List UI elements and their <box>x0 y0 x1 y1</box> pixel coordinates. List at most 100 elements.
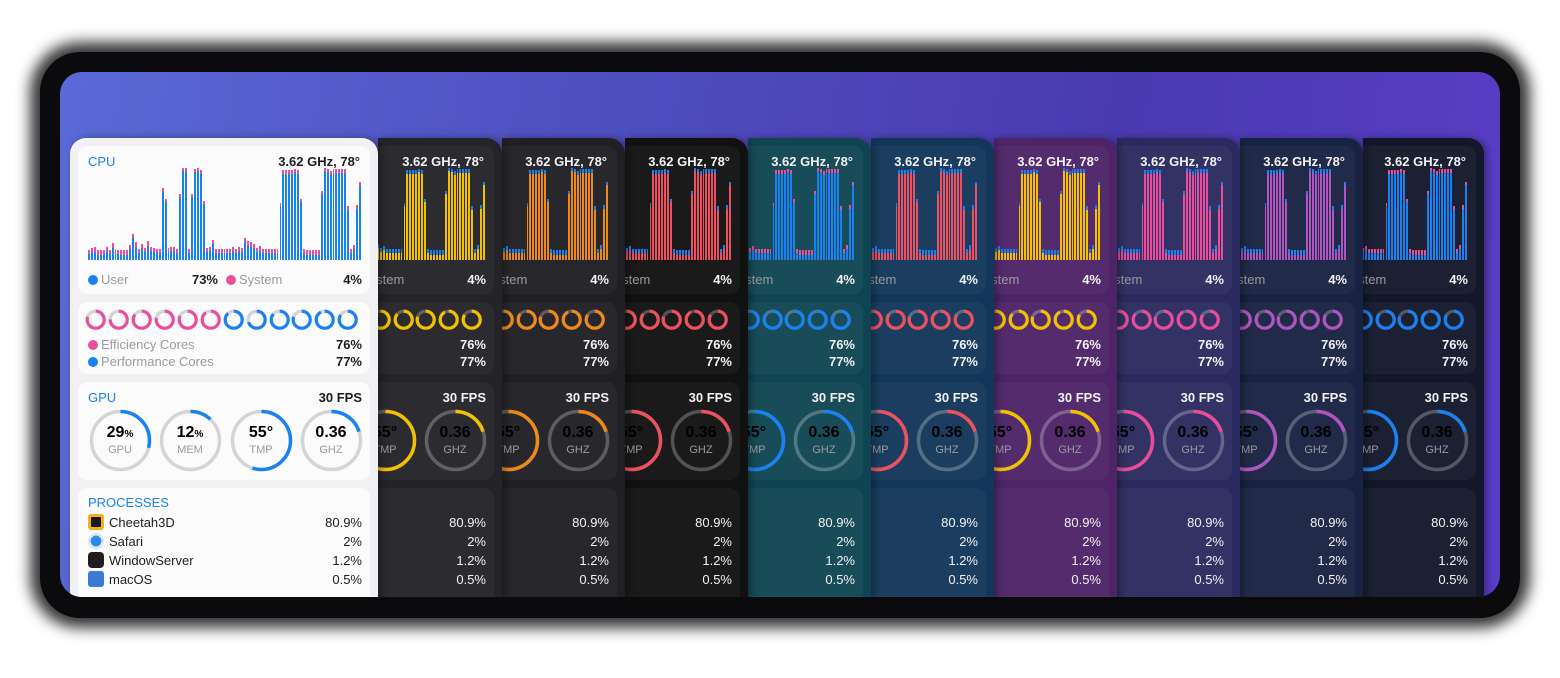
performance-core-ring-icon <box>762 309 783 331</box>
cpu-bar-user <box>673 252 675 260</box>
cpu-bar-system <box>813 191 816 195</box>
process-row[interactable]: 0.5% <box>1240 570 1355 589</box>
cpu-bar-system <box>188 248 191 253</box>
process-row[interactable]: 2% <box>502 532 617 551</box>
cpu-bar-system <box>288 170 291 174</box>
process-row[interactable]: 1.2% <box>378 551 494 570</box>
cpu-bar-user <box>901 173 904 260</box>
cpu-card: 3.62 GHz, 78° System 4% <box>1363 146 1476 294</box>
cpu-bar-system <box>553 250 555 255</box>
cpu-bar-user <box>138 252 141 260</box>
cpu-bar-user <box>910 171 913 260</box>
process-row[interactable]: Cheetah3D 80.9% <box>78 513 370 532</box>
process-row[interactable]: macOS 0.5% <box>78 570 370 589</box>
performance-core-ring-icon <box>625 309 637 331</box>
cpu-bar-user <box>834 172 837 260</box>
process-row[interactable]: 1.2% <box>502 551 617 570</box>
process-row[interactable]: 80.9% <box>871 513 986 532</box>
performance-core-ring-icon <box>661 309 683 331</box>
gauge-value: 55° <box>378 424 417 442</box>
cpu-bar-user <box>529 173 532 260</box>
process-row[interactable]: 1.2% <box>994 551 1109 570</box>
process-row[interactable]: 1.2% <box>1117 551 1232 570</box>
process-row[interactable]: 2% <box>994 532 1109 551</box>
gpu-fps: 30 FPS <box>1057 390 1101 405</box>
gauge-value: 0.36 <box>1038 424 1102 442</box>
process-row[interactable]: 80.9% <box>748 513 863 532</box>
process-row[interactable]: 80.9% <box>1363 513 1476 532</box>
cpu-bar-user <box>843 252 846 260</box>
process-row[interactable]: 0.5% <box>1117 570 1232 589</box>
cpu-bar-user <box>105 251 108 260</box>
performance-value: 77% <box>1441 354 1468 369</box>
cpu-bar-system <box>702 169 705 173</box>
process-row[interactable]: 0.5% <box>378 570 494 589</box>
process-row[interactable]: 0.5% <box>871 570 986 589</box>
cpu-bar-system <box>1363 247 1364 252</box>
cpu-bar-system <box>895 202 898 206</box>
process-row[interactable]: 0.5% <box>502 570 617 589</box>
process-row[interactable]: 0.5% <box>625 570 740 589</box>
process-row[interactable]: 1.2% <box>1363 551 1476 570</box>
cpu-bar-user <box>1170 254 1173 260</box>
cpu-freq-temp: 3.62 GHz, 78° <box>402 154 484 169</box>
process-row[interactable]: 2% <box>1240 532 1355 551</box>
cpu-bar-system <box>1282 170 1285 174</box>
cpu-bar-system <box>1117 247 1120 252</box>
process-row[interactable]: 0.5% <box>1363 570 1476 589</box>
processes-card: 80.9% 2% 1.2% 0.5% <box>1240 488 1355 597</box>
process-row[interactable]: 80.9% <box>625 513 740 532</box>
process-row[interactable]: 1.2% <box>625 551 740 570</box>
cpu-bar-system <box>564 250 567 255</box>
process-row[interactable]: 2% <box>871 532 986 551</box>
cpu-usage-chart <box>502 164 609 260</box>
cpu-bar-user <box>264 252 267 260</box>
process-row[interactable]: 0.5% <box>994 570 1109 589</box>
cpu-bar-system <box>394 248 397 253</box>
process-row[interactable]: Safari 2% <box>78 532 370 551</box>
process-row[interactable]: 0.5% <box>748 570 863 589</box>
process-row[interactable]: 80.9% <box>378 513 494 532</box>
cpu-bar-user <box>1288 252 1290 260</box>
process-row[interactable]: 80.9% <box>994 513 1109 532</box>
cpu-bar-user <box>1168 254 1170 260</box>
process-row[interactable]: 80.9% <box>1117 513 1232 532</box>
cpu-bar-user <box>359 185 361 260</box>
cpu-bar-system <box>1426 191 1429 195</box>
process-row[interactable]: 2% <box>748 532 863 551</box>
process-value: 80.9% <box>449 515 486 530</box>
performance-core-ring-icon <box>1254 309 1275 331</box>
cpu-bar-user <box>585 172 588 260</box>
cpu-bar-user <box>555 254 558 260</box>
process-value: 80.9% <box>1064 515 1101 530</box>
process-row[interactable]: 1.2% <box>871 551 986 570</box>
process-row[interactable]: 2% <box>625 532 740 551</box>
process-row[interactable]: 80.9% <box>1240 513 1355 532</box>
cpu-bar-user <box>889 252 892 260</box>
performance-core-ring-icon <box>907 309 929 331</box>
process-row[interactable]: 2% <box>1117 532 1232 551</box>
cpu-bar-user <box>564 254 567 260</box>
process-row[interactable]: 2% <box>1363 532 1476 551</box>
cpu-bar-user <box>1379 252 1382 260</box>
cpu-bar-user <box>146 245 149 260</box>
process-row[interactable]: 80.9% <box>502 513 617 532</box>
process-row[interactable]: 2% <box>378 532 494 551</box>
cpu-bar-system <box>933 250 936 255</box>
process-row[interactable]: 1.2% <box>1240 551 1355 570</box>
process-row[interactable]: 1.2% <box>748 551 863 570</box>
theme-panel-light[interactable]: CPU 3.62 GHz, 78° User 73% System 4% Efficienc… <box>70 138 378 597</box>
process-row[interactable]: WindowServer 1.2% <box>78 551 370 570</box>
cpu-bar-system <box>238 246 241 251</box>
